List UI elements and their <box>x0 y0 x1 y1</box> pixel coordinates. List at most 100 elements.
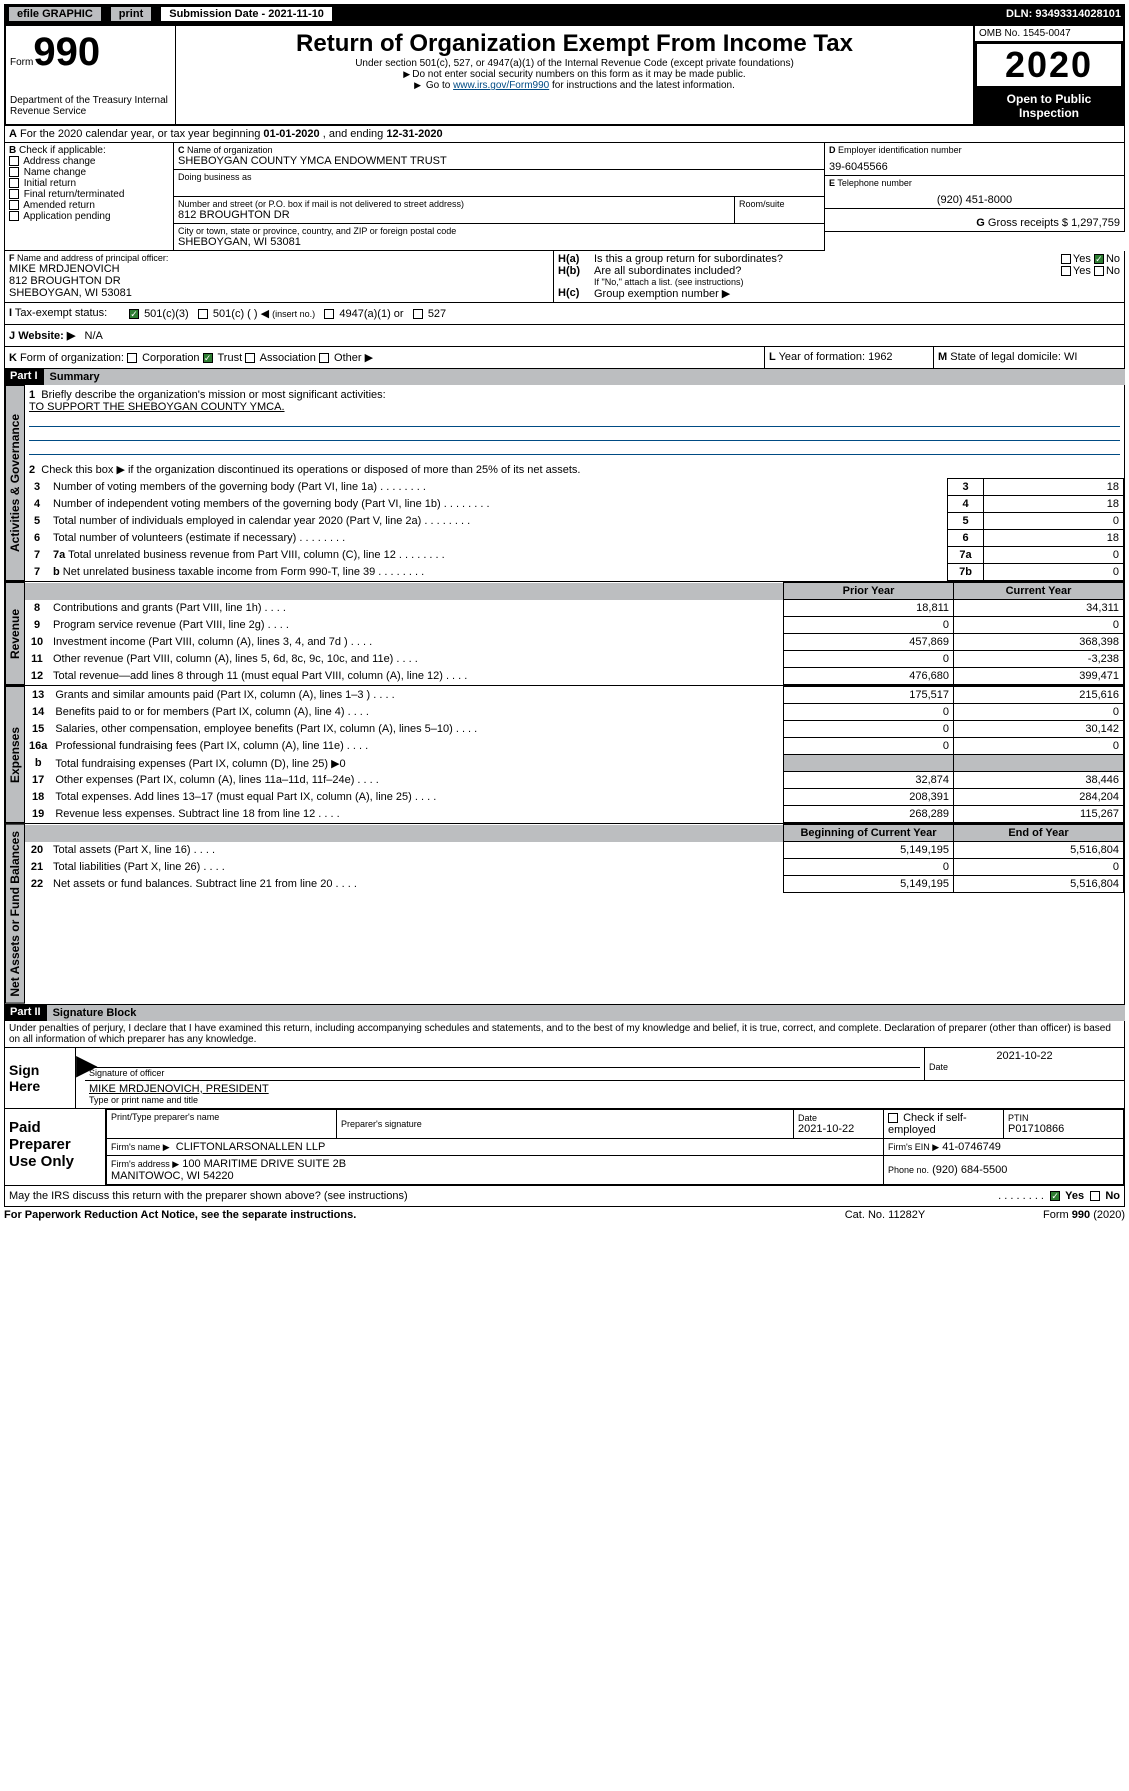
vtab-expenses: Expenses <box>5 686 25 823</box>
boxb-checkbox[interactable] <box>9 200 19 210</box>
period-line: A For the 2020 calendar year, or tax yea… <box>4 126 1125 143</box>
form-subtitle: Under section 501(c), 527, or 4947(a)(1)… <box>180 58 969 69</box>
warn-goto: Go to www.irs.gov/Form990 for instructio… <box>180 80 969 91</box>
warn-ssn: Do not enter social security numbers on … <box>180 69 969 80</box>
form-label: Form <box>10 57 33 68</box>
discuss-text: May the IRS discuss this return with the… <box>9 1190 998 1202</box>
irs-link[interactable]: www.irs.gov/Form990 <box>453 80 549 91</box>
tax-year: 2020 <box>977 44 1121 86</box>
form-title: Return of Organization Exempt From Incom… <box>180 30 969 58</box>
firm-ein-label: Firm's EIN ▶ <box>888 1142 939 1152</box>
hb-no-checkbox[interactable] <box>1094 266 1104 276</box>
dept-label: Department of the Treasury Internal Reve… <box>10 95 171 117</box>
tel-value: (920) 451-8000 <box>829 194 1120 206</box>
tax-status-label: Tax-exempt status: <box>15 307 107 319</box>
officer-name: MIKE MRDJENOVICH <box>9 263 549 275</box>
omb-number: OMB No. 1545-0047 <box>975 26 1123 42</box>
boxb-checkbox[interactable] <box>9 189 19 199</box>
boxc-name-label: Name of organization <box>187 145 273 155</box>
gross-label: Gross receipts $ <box>988 217 1068 229</box>
self-employed-checkbox[interactable] <box>888 1113 898 1123</box>
sign-here-label: Sign Here <box>5 1048 75 1108</box>
hb-yes-checkbox[interactable] <box>1061 266 1071 276</box>
sig-date-label: Date <box>929 1062 1120 1072</box>
i-501c3-checkbox[interactable] <box>129 309 139 319</box>
revenue-table: Prior YearCurrent Year8 Contributions an… <box>25 582 1124 685</box>
prep-date: 2021-10-22 <box>798 1123 879 1135</box>
part1-label: Summary <box>44 369 1125 385</box>
print-button[interactable]: print <box>110 6 152 22</box>
gross-value: 1,297,759 <box>1071 217 1120 229</box>
phone-label: Phone no. <box>888 1165 929 1175</box>
typed-name: MIKE MRDJENOVICH, PRESIDENT <box>89 1083 1120 1095</box>
vtab-revenue: Revenue <box>5 582 25 685</box>
ptin-label: PTIN <box>1008 1113 1119 1123</box>
dba-value <box>178 182 820 194</box>
vtab-netassets: Net Assets or Fund Balances <box>5 824 25 1004</box>
org-address: 812 BROUGHTON DR <box>178 209 730 221</box>
boxb-checkbox[interactable] <box>9 167 19 177</box>
boxk-label: Form of organization: <box>20 352 124 364</box>
dln: DLN: 93493314028101 <box>1006 8 1121 20</box>
domicile: WI <box>1064 351 1077 363</box>
vtab-governance: Activities & Governance <box>5 385 25 581</box>
top-bar: efile GRAPHIC print Submission Date - 20… <box>4 4 1125 24</box>
firm-ein: 41-0746749 <box>942 1141 1001 1153</box>
governance-lines: 3 Number of voting members of the govern… <box>25 478 1124 581</box>
hc-text: Group exemption number ▶ <box>594 287 730 300</box>
boxb-label: Check if applicable: <box>19 145 106 156</box>
sig-date: 2021-10-22 <box>929 1050 1120 1062</box>
officer-addr2: SHEBOYGAN, WI 53081 <box>9 287 549 299</box>
q1-label: Briefly describe the organization's miss… <box>41 389 385 401</box>
org-city: SHEBOYGAN, WI 53081 <box>178 236 820 248</box>
website-value: N/A <box>85 330 103 342</box>
check-self: Check if self-employed <box>888 1112 967 1136</box>
paperwork-notice: For Paperwork Reduction Act Notice, see … <box>4 1209 356 1221</box>
k-corp-checkbox[interactable] <box>127 353 137 363</box>
i-501c-checkbox[interactable] <box>198 309 208 319</box>
firm-name-label: Firm's name ▶ <box>111 1142 170 1152</box>
submission-date: Submission Date - 2021-11-10 <box>160 6 333 22</box>
room-label: Room/suite <box>739 199 820 209</box>
k-assoc-checkbox[interactable] <box>245 353 255 363</box>
i-527-checkbox[interactable] <box>413 309 423 319</box>
city-label: City or town, state or province, country… <box>178 226 820 236</box>
part2-label: Signature Block <box>47 1005 1125 1021</box>
year-formation-label: Year of formation: <box>779 351 865 363</box>
officer-signature[interactable] <box>89 1050 920 1068</box>
officer-addr1: 812 BROUGHTON DR <box>9 275 549 287</box>
k-trust-checkbox[interactable] <box>203 353 213 363</box>
boxb-checkbox[interactable] <box>9 178 19 188</box>
prep-sig-label: Preparer's signature <box>341 1119 789 1129</box>
ha-yes-checkbox[interactable] <box>1061 254 1071 264</box>
efile-button[interactable]: efile GRAPHIC <box>8 6 102 22</box>
phone-value: (920) 684-5500 <box>932 1164 1007 1176</box>
paid-preparer-label: Paid Preparer Use Only <box>5 1109 105 1185</box>
year-formation: 1962 <box>868 351 892 363</box>
prep-date-label: Date <box>798 1113 879 1123</box>
discuss-yes-checkbox[interactable] <box>1050 1191 1060 1201</box>
part1-band: Part I <box>4 369 44 385</box>
dba-label: Doing business as <box>178 172 820 182</box>
i-4947-checkbox[interactable] <box>324 309 334 319</box>
q2-label: Check this box ▶ if the organization dis… <box>41 464 580 476</box>
hb-text: Are all subordinates included? <box>594 265 1061 277</box>
form-number: 990 <box>33 30 100 74</box>
discuss-no-checkbox[interactable] <box>1090 1191 1100 1201</box>
firm-addr-label: Firm's address ▶ <box>111 1159 179 1169</box>
netassets-table: Beginning of Current YearEnd of Year20 T… <box>25 824 1124 893</box>
form-header: Form990 Department of the Treasury Inter… <box>4 24 1125 126</box>
mission-text: TO SUPPORT THE SHEBOYGAN COUNTY YMCA. <box>29 401 1120 413</box>
sig-officer-label: Signature of officer <box>89 1068 920 1078</box>
ha-no-checkbox[interactable] <box>1094 254 1104 264</box>
boxb-checkbox[interactable] <box>9 211 19 221</box>
cat-no: Cat. No. 11282Y <box>795 1209 975 1221</box>
typed-label: Type or print name and title <box>89 1095 1120 1105</box>
boxb-checkbox[interactable] <box>9 156 19 166</box>
k-other-checkbox[interactable] <box>319 353 329 363</box>
domicile-label: State of legal domicile: <box>950 351 1061 363</box>
footer-form: Form 990 (2020) <box>975 1209 1125 1221</box>
entity-block: B Check if applicable: Address change Na… <box>4 143 1125 251</box>
ein-value: 39-6045566 <box>829 161 1120 173</box>
expenses-table: 13 Grants and similar amounts paid (Part… <box>25 686 1124 823</box>
